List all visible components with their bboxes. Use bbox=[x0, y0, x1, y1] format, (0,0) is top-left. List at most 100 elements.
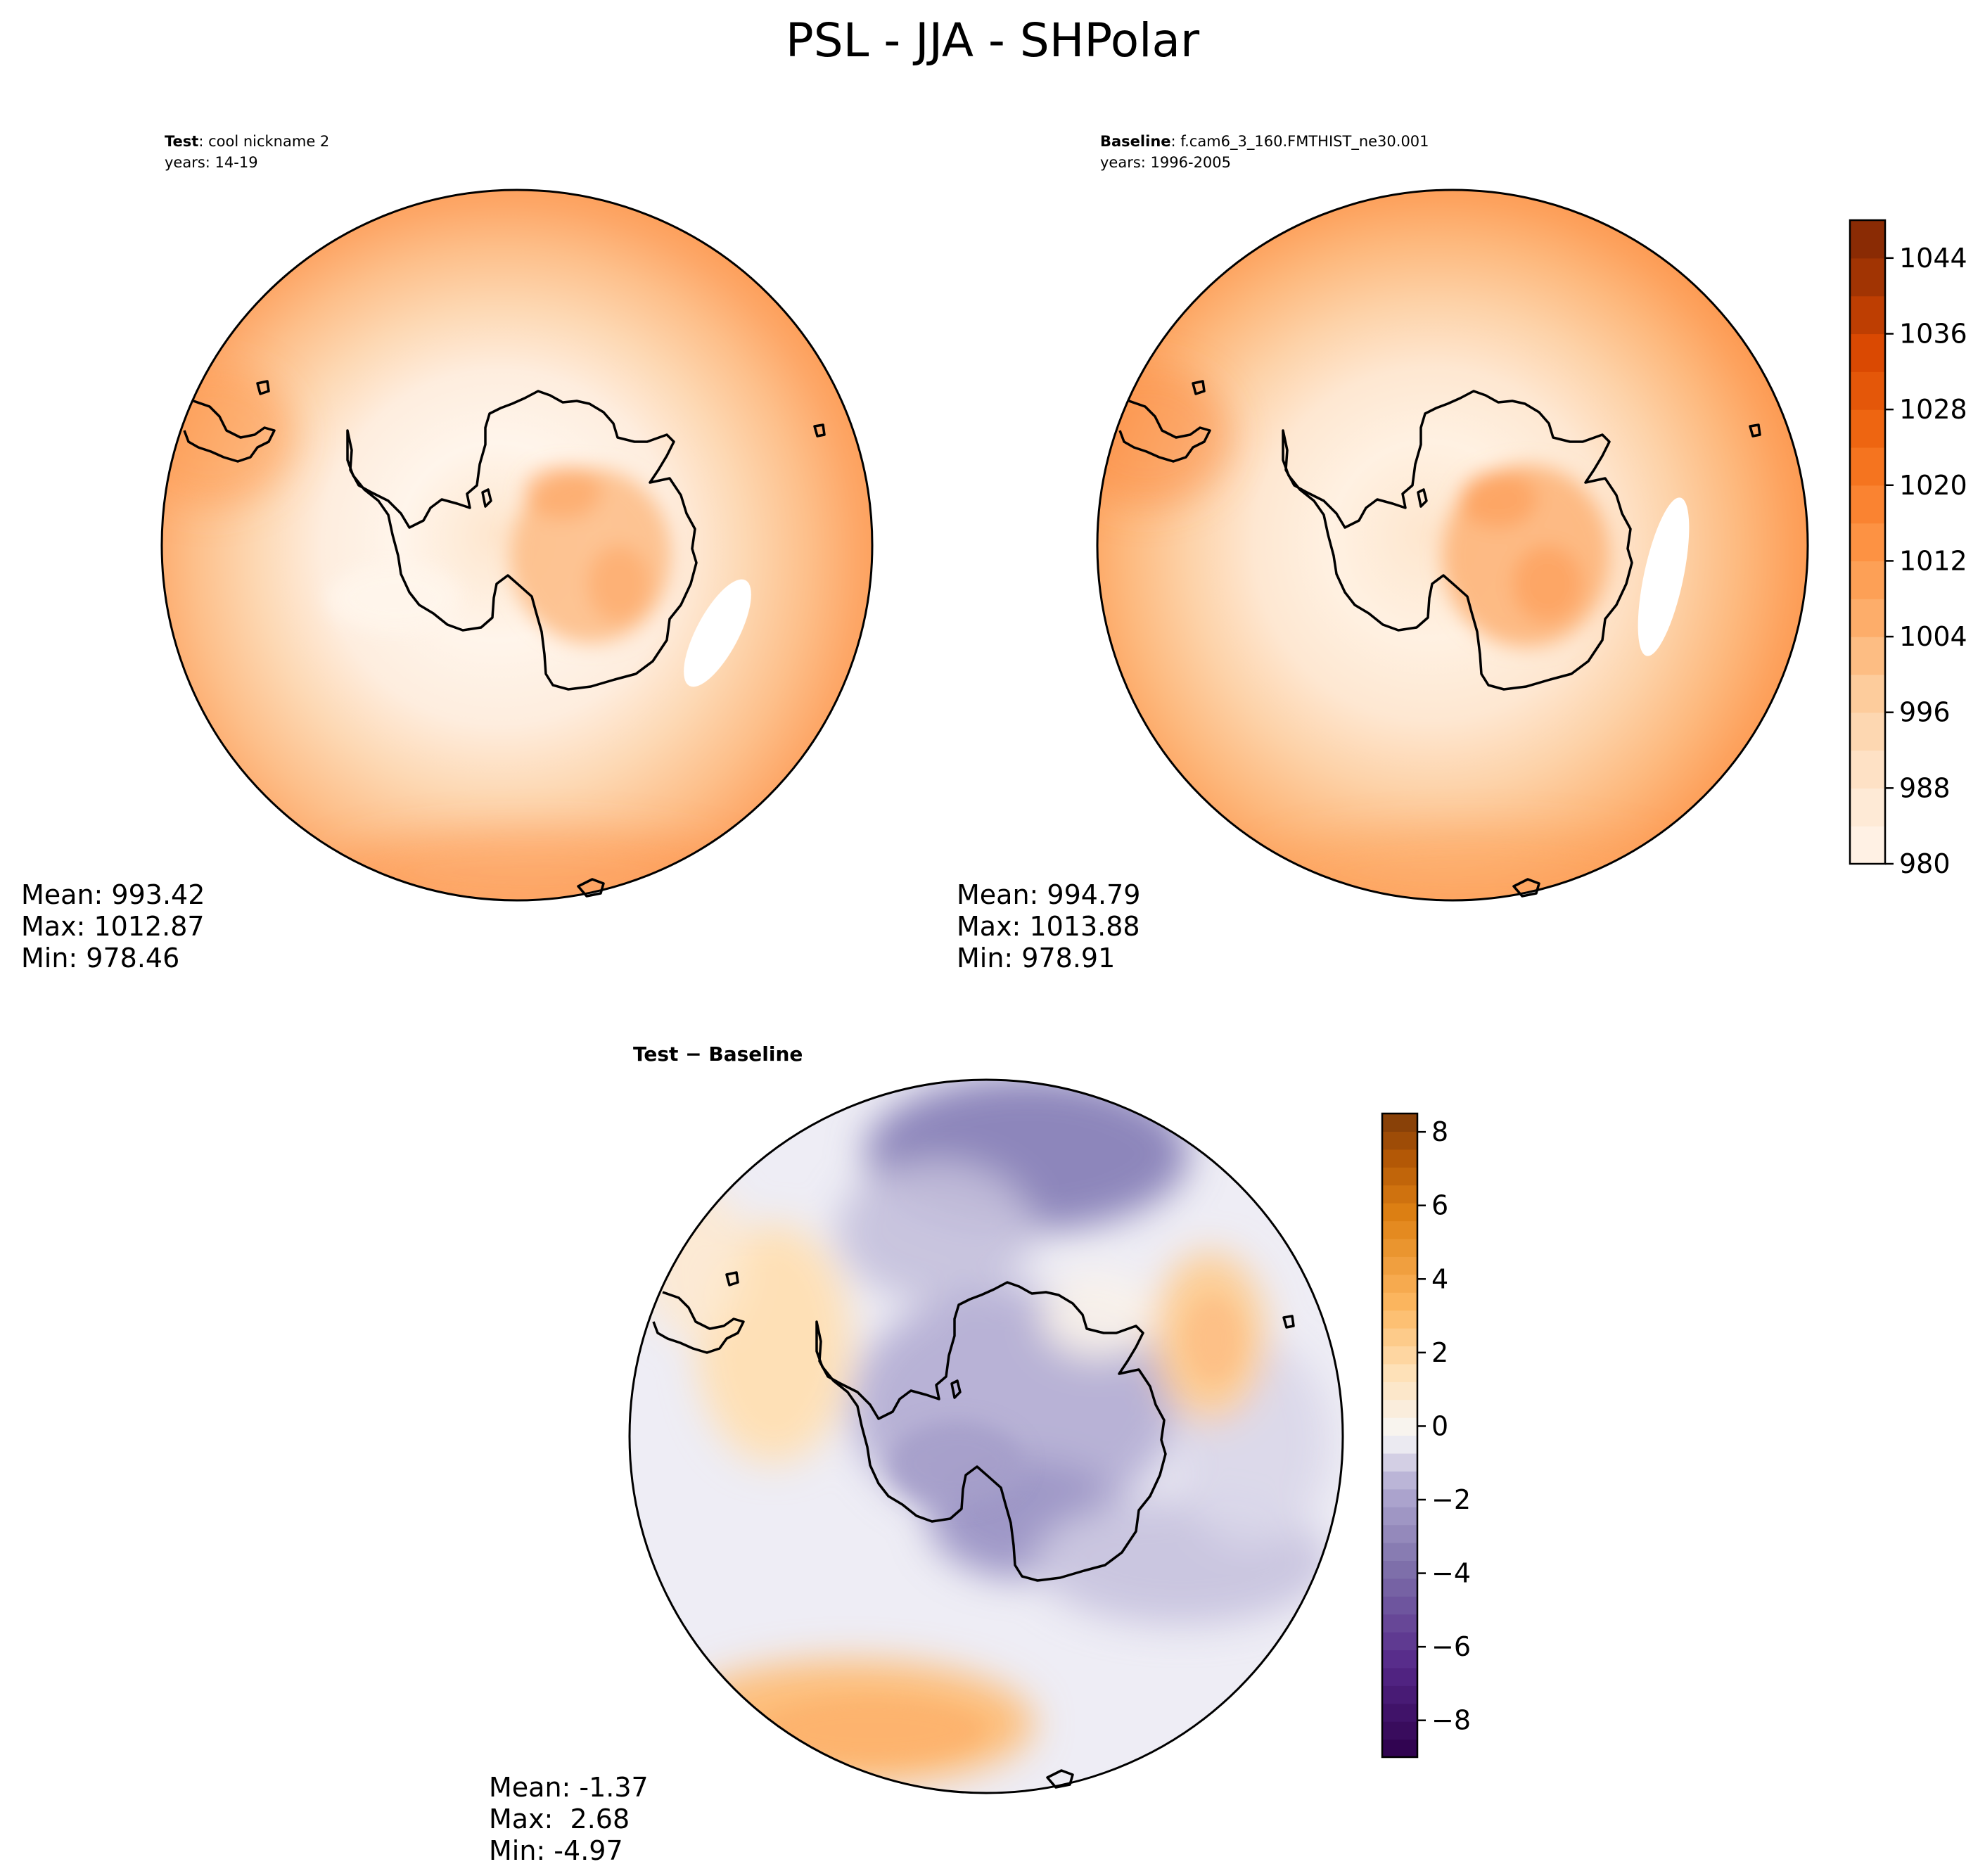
colorbar-diff-cell bbox=[1382, 1524, 1417, 1543]
stats-baseline-max: Max: 1013.88 bbox=[957, 911, 1140, 942]
colorbar-abs-cell bbox=[1850, 788, 1885, 827]
colorbar-diff-tick-label: 8 bbox=[1431, 1116, 1448, 1147]
colorbar-abs-cell bbox=[1850, 712, 1885, 751]
colorbar-diff-cell bbox=[1382, 1256, 1417, 1275]
panel-diff: Test − Baseline bbox=[489, 1042, 1344, 1866]
low-pressure-white-patch bbox=[684, 579, 751, 687]
stats-diff-min: Min: -4.97 bbox=[489, 1835, 623, 1866]
colorbar-diff-cell bbox=[1382, 1149, 1417, 1168]
colorbar-diff-tick-label: 4 bbox=[1431, 1263, 1448, 1294]
colorbar-diff-cell bbox=[1382, 1650, 1417, 1668]
map-test bbox=[162, 190, 872, 900]
colorbar-abs-frame bbox=[1849, 219, 1887, 865]
colorbar-abs-cell bbox=[1850, 826, 1885, 864]
colorbar-abs-cell bbox=[1850, 750, 1885, 789]
colorbar-abs-cell bbox=[1850, 674, 1885, 713]
panel-baseline-label-bold: Baseline bbox=[1100, 133, 1171, 150]
colorbar-diff-cell bbox=[1382, 1203, 1417, 1222]
colorbar-diff-cell bbox=[1382, 1238, 1417, 1257]
colorbar-diff-frame bbox=[1381, 1112, 1419, 1759]
colorbar-diff-cell bbox=[1382, 1488, 1417, 1507]
colorbar-diff-cell bbox=[1382, 1614, 1417, 1633]
stats-diff-mean: Mean: -1.37 bbox=[489, 1772, 649, 1803]
colorbar-abs-cell bbox=[1850, 295, 1885, 335]
stats-test-max: Max: 1012.87 bbox=[21, 911, 205, 942]
panel-test: Test: cool nickname 2 years: 14-19 bbox=[21, 133, 874, 974]
colorbar-diff-tick-label: −2 bbox=[1431, 1484, 1471, 1515]
colorbar-diff-tick-label: 6 bbox=[1431, 1190, 1448, 1221]
panel-test-label-bold: Test bbox=[165, 133, 198, 150]
panel-test-label-rest: : cool nickname 2 bbox=[198, 133, 329, 150]
colorbar-abs-tick-label: 1028 bbox=[1899, 394, 1967, 425]
colorbar-diff-tick-label: −8 bbox=[1431, 1705, 1471, 1736]
map-baseline-boundary bbox=[1096, 189, 1809, 902]
panel-diff-label: Test − Baseline bbox=[633, 1042, 803, 1066]
colorbar-diff-cell bbox=[1382, 1185, 1417, 1204]
stats-test-min: Min: 978.46 bbox=[21, 943, 179, 974]
colorbar-abs-tick-label: 980 bbox=[1899, 848, 1951, 879]
colorbar-diff-tick-label: −4 bbox=[1431, 1558, 1471, 1589]
colorbar-diff-cell bbox=[1382, 1667, 1417, 1686]
low-pressure-white-patch-baseline bbox=[1638, 497, 1690, 656]
colorbar-diff-cell bbox=[1382, 1417, 1417, 1436]
colorbar-abs-tick-label: 1044 bbox=[1899, 243, 1967, 274]
colorbar-diff-cell bbox=[1382, 1346, 1417, 1365]
colorbar-diff-cell bbox=[1382, 1363, 1417, 1382]
colorbar-abs-tick-label: 1036 bbox=[1899, 318, 1967, 349]
colorbar-abs-cell bbox=[1850, 409, 1885, 448]
map-test-boundary bbox=[160, 189, 874, 902]
colorbar-diff: −8 −6 −4 −2 0 2 4 6 8 bbox=[1381, 1112, 1471, 1759]
colorbar-abs-tick-label: 996 bbox=[1899, 697, 1951, 728]
colorbar-diff-cell bbox=[1382, 1382, 1417, 1400]
colorbar-abs-cell bbox=[1850, 220, 1885, 259]
colorbar-abs-cell bbox=[1850, 371, 1885, 410]
colorbar-diff-cell bbox=[1382, 1292, 1417, 1311]
colorbar-abs-cell bbox=[1850, 637, 1885, 675]
colorbar-diff-cell bbox=[1382, 1471, 1417, 1490]
colorbar-abs-cell bbox=[1850, 333, 1885, 372]
colorbar-diff-tick-label: −6 bbox=[1431, 1631, 1471, 1662]
colorbar-diff-cell bbox=[1382, 1328, 1417, 1347]
colorbar-diff-cell bbox=[1382, 1310, 1417, 1329]
map-diff bbox=[630, 1080, 1343, 1793]
colorbar-abs-cell bbox=[1850, 599, 1885, 637]
panel-baseline: Baseline: f.cam6_3_160.FMTHIST_ne30.001 … bbox=[957, 133, 1809, 974]
stats-test-mean: Mean: 993.42 bbox=[21, 879, 205, 910]
colorbar-diff-cell bbox=[1382, 1131, 1417, 1150]
colorbar-diff-cell bbox=[1382, 1721, 1417, 1740]
panel-test-label: Test: cool nickname 2 bbox=[165, 133, 329, 150]
panel-baseline-label-rest: : f.cam6_3_160.FMTHIST_ne30.001 bbox=[1171, 133, 1429, 151]
colorbar-diff-cell bbox=[1382, 1543, 1417, 1562]
colorbar-abs-cell bbox=[1850, 523, 1885, 562]
map-baseline bbox=[1097, 190, 1808, 900]
colorbar-diff-cell bbox=[1382, 1596, 1417, 1615]
colorbar-abs-cell bbox=[1850, 485, 1885, 524]
stats-baseline-mean: Mean: 994.79 bbox=[957, 879, 1140, 910]
colorbar-abs-cell bbox=[1850, 561, 1885, 599]
colorbar-diff-cell bbox=[1382, 1220, 1417, 1239]
colorbar-diff-cell bbox=[1382, 1685, 1417, 1704]
colorbar-diff-cell bbox=[1382, 1114, 1417, 1132]
colorbar-diff-cell bbox=[1382, 1703, 1417, 1722]
colorbar-diff-tick-label: 2 bbox=[1431, 1337, 1448, 1368]
colorbar-abs-tick-label: 988 bbox=[1899, 772, 1951, 803]
panel-baseline-years: years: 1996-2005 bbox=[1100, 154, 1231, 171]
colorbar-abs: 980 988 996 1004 1012 1020 1028 1036 1044 bbox=[1849, 219, 1967, 879]
colorbar-diff-cell bbox=[1382, 1167, 1417, 1186]
colorbar-diff-tick-label: 0 bbox=[1431, 1410, 1448, 1441]
colorbar-abs-tick-label: 1012 bbox=[1899, 545, 1967, 576]
colorbar-diff-cell bbox=[1382, 1453, 1417, 1472]
colorbar-diff-cell bbox=[1382, 1739, 1417, 1758]
stats-baseline-min: Min: 978.91 bbox=[957, 943, 1115, 974]
colorbar-diff-cell bbox=[1382, 1274, 1417, 1293]
colorbar-diff-cell bbox=[1382, 1435, 1417, 1454]
panel-test-years: years: 14-19 bbox=[165, 154, 258, 171]
stats-diff-max: Max: 2.68 bbox=[489, 1804, 630, 1834]
figure-title: PSL - JJA - SHPolar bbox=[786, 13, 1200, 68]
colorbar-abs-cell bbox=[1850, 257, 1885, 297]
colorbar-abs-tick-label: 1004 bbox=[1899, 621, 1967, 652]
panel-baseline-label: Baseline: f.cam6_3_160.FMTHIST_ne30.001 bbox=[1100, 133, 1429, 151]
colorbar-abs-cell bbox=[1850, 447, 1885, 486]
map-diff-boundary bbox=[628, 1078, 1344, 1794]
